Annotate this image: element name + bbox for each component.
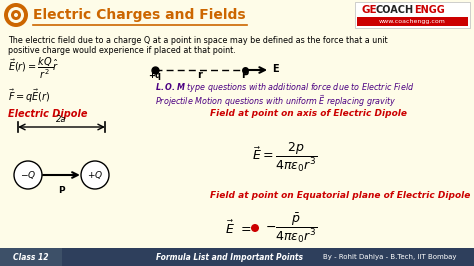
Bar xyxy=(355,2,470,28)
Bar xyxy=(357,17,468,26)
Text: r: r xyxy=(198,70,202,80)
Text: COACH: COACH xyxy=(376,5,414,15)
Text: $-Q$: $-Q$ xyxy=(20,169,36,181)
Text: positive charge would experience if placed at that point.: positive charge would experience if plac… xyxy=(8,46,236,55)
Circle shape xyxy=(81,161,109,189)
Bar xyxy=(0,248,474,266)
Text: +q: +q xyxy=(148,71,162,80)
Text: Field at point on Equatorial plane of Electric Dipole: Field at point on Equatorial plane of El… xyxy=(210,192,470,201)
Text: P: P xyxy=(241,70,248,80)
Text: $+Q$: $+Q$ xyxy=(87,169,103,181)
Text: The electric field due to a charge Q at a point in space may be defined as the f: The electric field due to a charge Q at … xyxy=(8,36,388,45)
Text: $\vec{F} = q\vec{E}(r)$: $\vec{F} = q\vec{E}(r)$ xyxy=(8,87,51,105)
Text: $\vec{E}(r) = \dfrac{kQ}{r^2}\hat{r}$: $\vec{E}(r) = \dfrac{kQ}{r^2}\hat{r}$ xyxy=(8,55,59,81)
Text: $\vec{E} = \dfrac{2p}{4\pi\epsilon_0 r^3}$: $\vec{E} = \dfrac{2p}{4\pi\epsilon_0 r^3… xyxy=(253,140,318,174)
Bar xyxy=(0,248,62,266)
Circle shape xyxy=(8,7,24,23)
Text: Projectile Motion questions with uniform $\vec{E}$ replacing gravity: Projectile Motion questions with uniform… xyxy=(155,93,396,109)
Text: $-\dfrac{\bar{p}}{4\pi\epsilon_0 r^3}$: $-\dfrac{\bar{p}}{4\pi\epsilon_0 r^3}$ xyxy=(265,211,318,245)
Text: By - Rohit Dahiya - B.Tech, IIT Bombay: By - Rohit Dahiya - B.Tech, IIT Bombay xyxy=(323,254,457,260)
Text: $\vec{E}$: $\vec{E}$ xyxy=(225,219,235,237)
Circle shape xyxy=(251,224,259,232)
Text: www.coachengg.com: www.coachengg.com xyxy=(379,19,446,24)
Text: Class 12: Class 12 xyxy=(13,252,49,261)
Text: Field at point on axis of Electric Dipole: Field at point on axis of Electric Dipol… xyxy=(210,110,407,118)
Text: Formula List and Important Points: Formula List and Important Points xyxy=(156,252,303,261)
Text: 2a: 2a xyxy=(56,115,67,124)
Circle shape xyxy=(14,161,42,189)
Text: $\bfit{L.O.M}$ type questions with additional force due to Electric Field: $\bfit{L.O.M}$ type questions with addit… xyxy=(155,81,414,94)
Circle shape xyxy=(14,13,18,17)
Circle shape xyxy=(4,3,28,27)
Text: P: P xyxy=(58,186,65,195)
Text: E: E xyxy=(272,64,278,74)
Circle shape xyxy=(11,10,21,20)
Text: $=$: $=$ xyxy=(238,222,252,235)
Text: GE: GE xyxy=(362,5,378,15)
Text: Electric Dipole: Electric Dipole xyxy=(8,109,88,119)
Text: Electric Charges and Fields: Electric Charges and Fields xyxy=(33,8,246,22)
Text: ENGG: ENGG xyxy=(414,5,445,15)
